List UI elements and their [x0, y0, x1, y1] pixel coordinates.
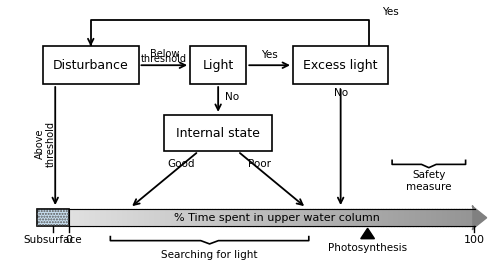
Polygon shape: [360, 228, 374, 239]
Text: Safety
measure: Safety measure: [406, 170, 452, 192]
FancyBboxPatch shape: [293, 46, 388, 84]
Text: Above
threshold: Above threshold: [34, 121, 56, 167]
Text: Photosynthesis: Photosynthesis: [328, 243, 407, 253]
FancyBboxPatch shape: [37, 209, 68, 226]
Text: Yes: Yes: [261, 50, 278, 60]
Text: Internal state: Internal state: [176, 127, 260, 139]
Text: Below: Below: [150, 49, 179, 59]
Text: threshold: threshold: [141, 55, 187, 64]
Text: Yes: Yes: [382, 7, 400, 17]
Text: Subsurface: Subsurface: [24, 235, 82, 244]
FancyBboxPatch shape: [43, 46, 138, 84]
FancyArrow shape: [472, 206, 486, 230]
Text: 0: 0: [65, 235, 72, 244]
FancyBboxPatch shape: [190, 46, 246, 84]
Text: Searching for light: Searching for light: [162, 250, 258, 260]
Text: 100: 100: [464, 235, 484, 244]
Text: Disturbance: Disturbance: [53, 59, 128, 72]
Text: Poor: Poor: [248, 159, 272, 169]
Text: No: No: [226, 92, 239, 102]
Text: Good: Good: [168, 159, 195, 169]
Text: Excess light: Excess light: [304, 59, 378, 72]
Text: No: No: [334, 88, 347, 98]
Text: % Time spent in upper water column: % Time spent in upper water column: [174, 213, 380, 223]
Text: Light: Light: [202, 59, 234, 72]
FancyBboxPatch shape: [164, 115, 272, 151]
